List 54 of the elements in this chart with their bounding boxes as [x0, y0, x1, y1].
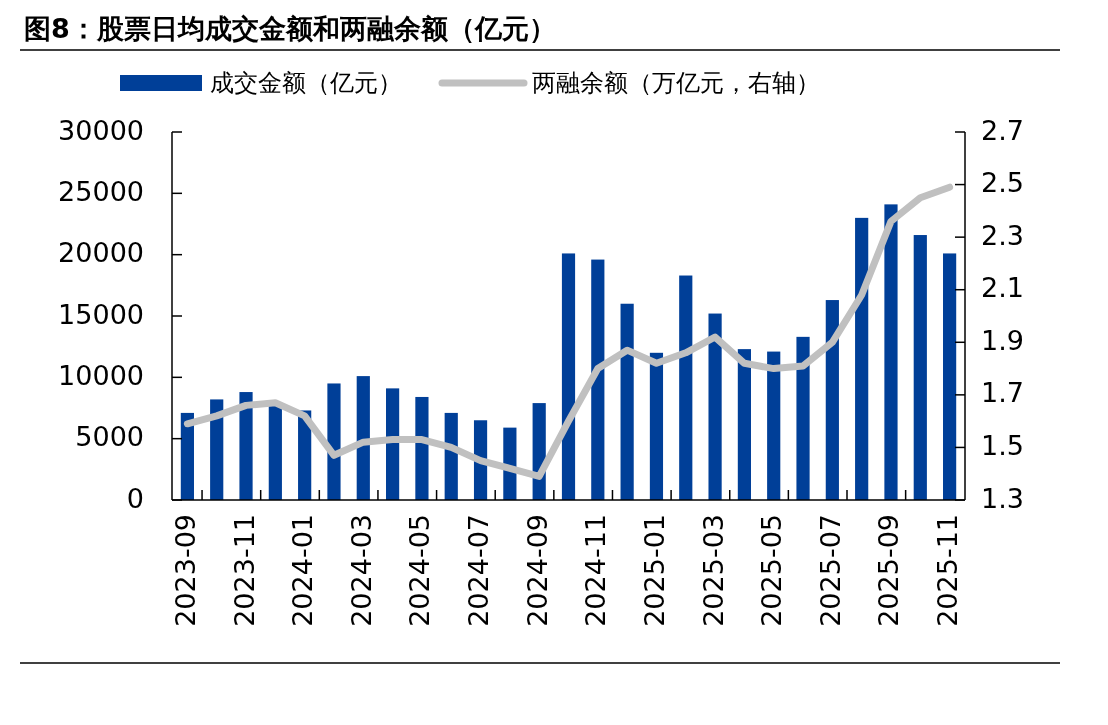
x-tick-label: 2023-09: [169, 514, 201, 627]
y-tick-label: 20000: [58, 237, 144, 269]
legend-label: 成交金额（亿元）: [210, 69, 402, 97]
bar: [708, 313, 722, 500]
x-tick-label: 2024-07: [463, 514, 495, 627]
y-tick-label: 15000: [58, 298, 144, 330]
bar: [649, 352, 664, 500]
y-tick-label: 30000: [58, 114, 144, 146]
x-tick-label: 2024-05: [404, 514, 436, 627]
bar: [767, 351, 781, 500]
y2-tick-label: 1.9: [981, 324, 1024, 356]
y-tick-label: 10000: [58, 359, 144, 391]
x-tick-label: 2025-03: [697, 514, 729, 627]
y2-tick-label: 1.3: [981, 482, 1024, 514]
x-tick-label: 2024-03: [345, 514, 377, 627]
x-tick-label: 2025-01: [638, 514, 670, 627]
bar: [268, 405, 282, 500]
chart-title: 图8：股票日均成交金额和两融余额（亿元）: [24, 13, 556, 44]
x-tick-label: 2023-11: [228, 514, 260, 627]
bar: [913, 235, 927, 500]
bar: [239, 392, 253, 500]
y-tick-label: 0: [126, 482, 144, 514]
bar: [943, 253, 957, 500]
bar: [855, 217, 869, 500]
bar: [825, 300, 839, 500]
bar: [679, 275, 693, 500]
legend-label: 两融余额（万亿元，右轴）: [532, 69, 820, 97]
bar: [737, 349, 751, 500]
bar: [561, 253, 576, 500]
x-tick-label: 2025-05: [756, 514, 788, 627]
y2-tick-label: 1.7: [981, 377, 1024, 409]
bar: [180, 412, 194, 500]
y2-tick-label: 2.7: [981, 114, 1024, 146]
x-tick-label: 2024-11: [580, 514, 612, 627]
bar: [327, 383, 341, 500]
bar: [356, 376, 370, 500]
x-tick-label: 2025-07: [814, 514, 846, 627]
y2-tick-label: 1.5: [981, 429, 1024, 461]
bar: [591, 259, 605, 500]
x-tick-label: 2025-11: [932, 514, 964, 627]
x-tick-label: 2024-09: [521, 514, 553, 627]
y-tick-label: 25000: [58, 175, 144, 207]
bar: [620, 303, 634, 500]
y2-tick-label: 2.3: [981, 219, 1024, 251]
bar: [210, 399, 224, 500]
bar: [884, 204, 898, 500]
y2-tick-label: 2.1: [981, 272, 1024, 304]
bar: [386, 388, 400, 500]
x-tick-label: 2025-09: [873, 514, 905, 627]
bar: [796, 336, 810, 500]
y-tick-label: 5000: [75, 421, 144, 453]
x-tick-label: 2024-01: [287, 514, 319, 627]
y2-tick-label: 2.5: [981, 167, 1024, 199]
bar: [415, 396, 429, 500]
